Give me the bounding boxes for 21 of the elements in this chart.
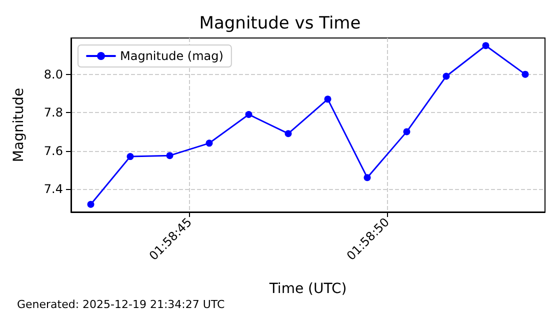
legend-label: Magnitude (mag) (120, 49, 224, 63)
point (403, 128, 410, 136)
point (522, 70, 529, 78)
y-tick-label: 7.4 (44, 182, 63, 196)
point (126, 153, 134, 160)
point (166, 152, 174, 160)
chart-title: Magnitude vs Time (199, 14, 361, 34)
x-axis-title: Time (UTC) (268, 281, 347, 297)
y-tick-label: 7.8 (44, 106, 63, 120)
text: Generated: 2025-12-19 21:34:27 UTC (17, 298, 226, 311)
point (284, 130, 292, 138)
point (482, 42, 490, 50)
point (206, 140, 213, 147)
y-tick-label: 8.0 (44, 67, 63, 82)
y-tick-label: 7.6 (44, 144, 63, 158)
point (87, 200, 94, 208)
point (324, 96, 332, 103)
point (364, 174, 371, 182)
point (245, 110, 252, 118)
y-axis-title: Magnitude (11, 88, 27, 162)
point (442, 72, 450, 80)
